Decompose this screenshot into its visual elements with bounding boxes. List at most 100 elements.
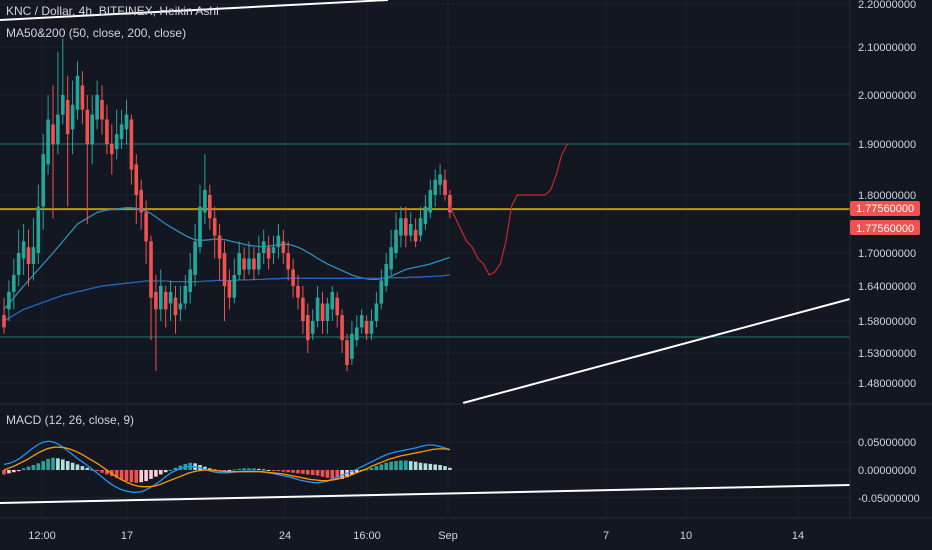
candle-body xyxy=(379,280,384,304)
time-tick-label: 14 xyxy=(792,530,804,542)
price-tick-label: 1.64000000 xyxy=(858,281,916,293)
time-tick-label: 7 xyxy=(603,530,609,542)
candle-body xyxy=(315,297,320,321)
macd-histogram-bar xyxy=(119,470,124,480)
macd-histogram-bar xyxy=(271,470,276,471)
macd-histogram-bar xyxy=(306,470,310,475)
macd-histogram-bar xyxy=(21,468,26,470)
macd-histogram-bar xyxy=(163,470,168,473)
macd-histogram-bar xyxy=(203,466,207,470)
ma200-line xyxy=(3,274,450,322)
macd-histogram-bar xyxy=(443,466,447,470)
candle-body xyxy=(16,253,21,275)
macd-histogram-bar xyxy=(315,470,320,476)
macd-histogram-bar xyxy=(36,463,41,470)
macd-histogram-bar xyxy=(242,468,246,470)
candle-body xyxy=(26,247,31,264)
macd-histogram-bar xyxy=(404,460,408,470)
macd-histogram-bar xyxy=(408,461,413,470)
ma-legend[interactable]: MA50&200 (50, close, 200, close) xyxy=(6,26,187,40)
macd-histogram-bar xyxy=(51,457,55,470)
macd-tick-label: -0.05000000 xyxy=(858,493,920,505)
candle-body xyxy=(404,218,408,236)
macd-histogram-bar xyxy=(12,470,16,473)
macd-histogram-bar xyxy=(41,461,45,470)
candle-body xyxy=(320,303,325,321)
candle-body xyxy=(173,297,178,316)
candle-body xyxy=(247,258,251,270)
price-tick-label: 1.70000000 xyxy=(858,248,916,260)
macd-histogram-bar xyxy=(330,470,335,479)
candle-body xyxy=(2,315,6,328)
macd-histogram-bar xyxy=(7,470,11,474)
candle-body xyxy=(296,286,300,298)
candle-body xyxy=(286,253,290,270)
candle-body xyxy=(36,206,41,253)
macd-histogram-bar xyxy=(26,466,31,470)
time-tick-label: 12:00 xyxy=(28,530,56,542)
macd-histogram-bar xyxy=(232,469,237,471)
macd-histogram-bar xyxy=(335,470,339,480)
candle-body xyxy=(301,297,305,321)
candle-body xyxy=(428,189,433,213)
macd-histogram-bar xyxy=(291,470,295,473)
price-tick-label: 1.48000000 xyxy=(858,378,916,390)
candle-body xyxy=(183,286,188,304)
candle-body xyxy=(325,303,330,321)
macd-histogram-bar xyxy=(75,464,80,470)
candle-body xyxy=(271,247,276,253)
macd-histogram-bar xyxy=(56,458,60,470)
price-axis[interactable]: 2.20000000 2.10000000 2.00000000 1.90000000… xyxy=(858,0,920,505)
macd-histogram-bar xyxy=(65,461,70,470)
candle-body xyxy=(413,229,418,242)
candle-body xyxy=(65,99,70,135)
price-tick-label: 1.80000000 xyxy=(858,190,916,202)
candle-body xyxy=(154,291,158,310)
candle-body xyxy=(31,247,36,264)
ma50-line xyxy=(3,207,451,310)
candle-body xyxy=(369,321,374,334)
macd-histogram-bar xyxy=(384,462,388,470)
candle-body xyxy=(291,269,295,286)
moving-average-lines xyxy=(3,207,451,322)
candle-body xyxy=(114,134,119,150)
macd-histogram-bar xyxy=(394,461,398,470)
time-axis[interactable]: 12:00 17 24 16:00 Sep 7 10 14 xyxy=(28,530,804,542)
time-tick-label: 16:00 xyxy=(353,530,381,542)
candle-body xyxy=(335,297,339,316)
candle-body xyxy=(212,218,217,236)
macd-histogram-bar xyxy=(208,468,212,470)
candle-body xyxy=(124,114,129,130)
candle-body xyxy=(163,291,168,310)
candle-body xyxy=(110,144,114,155)
candles xyxy=(2,38,452,371)
macd-histogram-bar xyxy=(261,469,266,471)
macd-histogram-bar xyxy=(399,460,403,470)
candle-body xyxy=(232,275,237,298)
macd-histogram-bar xyxy=(438,464,442,470)
macd-histogram-bar xyxy=(124,470,129,482)
macd-histogram-bar xyxy=(105,470,109,475)
macd-histogram-bar xyxy=(154,470,158,477)
macd-histogram-bar xyxy=(276,470,281,472)
candle-body xyxy=(306,315,310,341)
macd-line xyxy=(3,440,451,493)
macd-histogram-bar xyxy=(296,470,300,474)
macd-histogram-bar xyxy=(325,470,330,478)
macd-histogram-bar xyxy=(389,461,393,470)
macd-histogram-bar xyxy=(418,462,423,470)
signal-line xyxy=(3,446,450,488)
candle-body xyxy=(119,124,124,140)
macd-histogram-bar xyxy=(149,470,153,479)
candle-body xyxy=(80,85,85,110)
candle-body xyxy=(281,241,286,253)
macd-tick-label: 0.00000000 xyxy=(858,465,916,477)
time-tick-label: 10 xyxy=(680,530,692,542)
candle-body xyxy=(389,247,393,270)
symbol-legend[interactable]: KNC / Dollar, 4h, BITFINEX, Heikin Ashi xyxy=(6,4,219,18)
candle-body xyxy=(95,95,99,120)
macd-legend[interactable]: MACD (12, 26, close, 9) xyxy=(6,413,135,427)
candle-body xyxy=(345,340,349,365)
macd-histogram-bar xyxy=(227,470,232,471)
